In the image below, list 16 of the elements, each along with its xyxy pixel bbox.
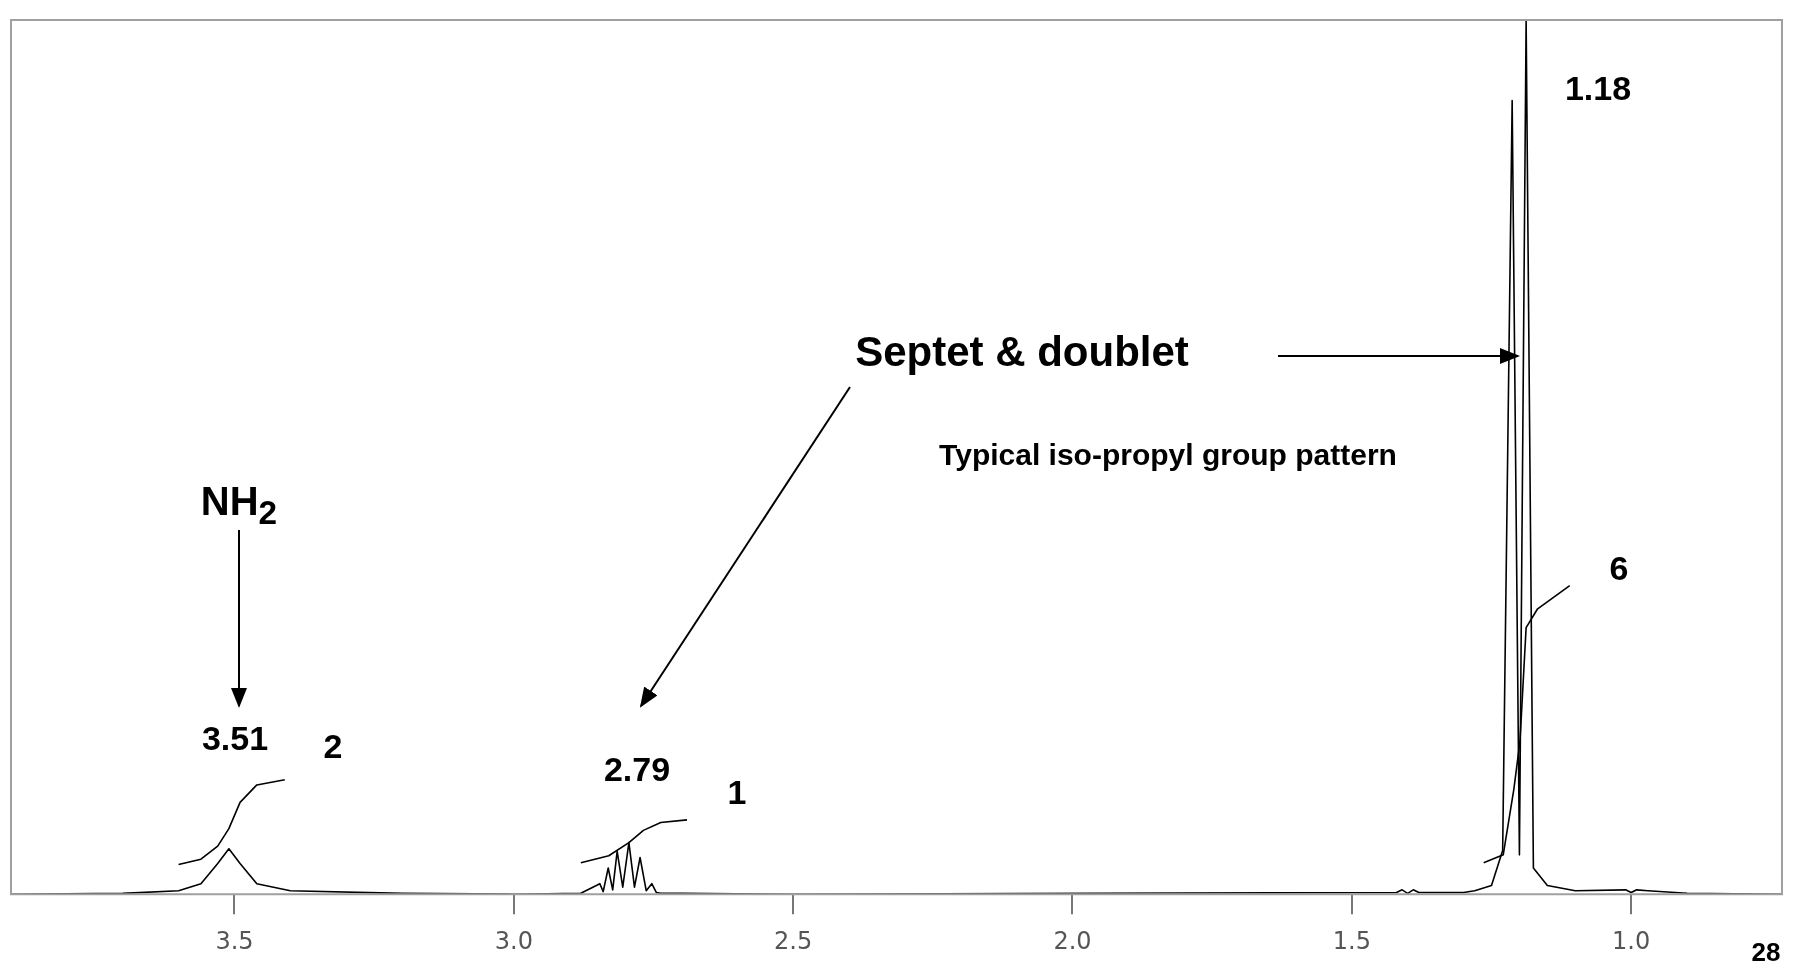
annotation: 3.51 bbox=[201, 718, 269, 758]
x-tick-label: 1.5 bbox=[1332, 926, 1371, 955]
annotation: 6 bbox=[1609, 548, 1629, 588]
x-tick-label: 3.5 bbox=[215, 926, 254, 955]
x-tick-label: 2.0 bbox=[1053, 926, 1092, 955]
annotation: Septet & doublet bbox=[855, 328, 1189, 376]
annotation: 1 bbox=[727, 772, 747, 812]
x-tick-label: 1.0 bbox=[1612, 926, 1651, 955]
annotation: 2 bbox=[323, 726, 343, 766]
annotation: 2.79 bbox=[603, 749, 671, 789]
annotation: 1.18 bbox=[1564, 68, 1632, 108]
text: 28 bbox=[1751, 936, 1781, 968]
x-tick-label: 2.5 bbox=[774, 926, 813, 955]
annotation: Typical iso-propyl group pattern bbox=[939, 438, 1397, 472]
annotation: NH$_{2}$ bbox=[200, 478, 278, 532]
x-tick-label: 3.0 bbox=[494, 926, 533, 955]
